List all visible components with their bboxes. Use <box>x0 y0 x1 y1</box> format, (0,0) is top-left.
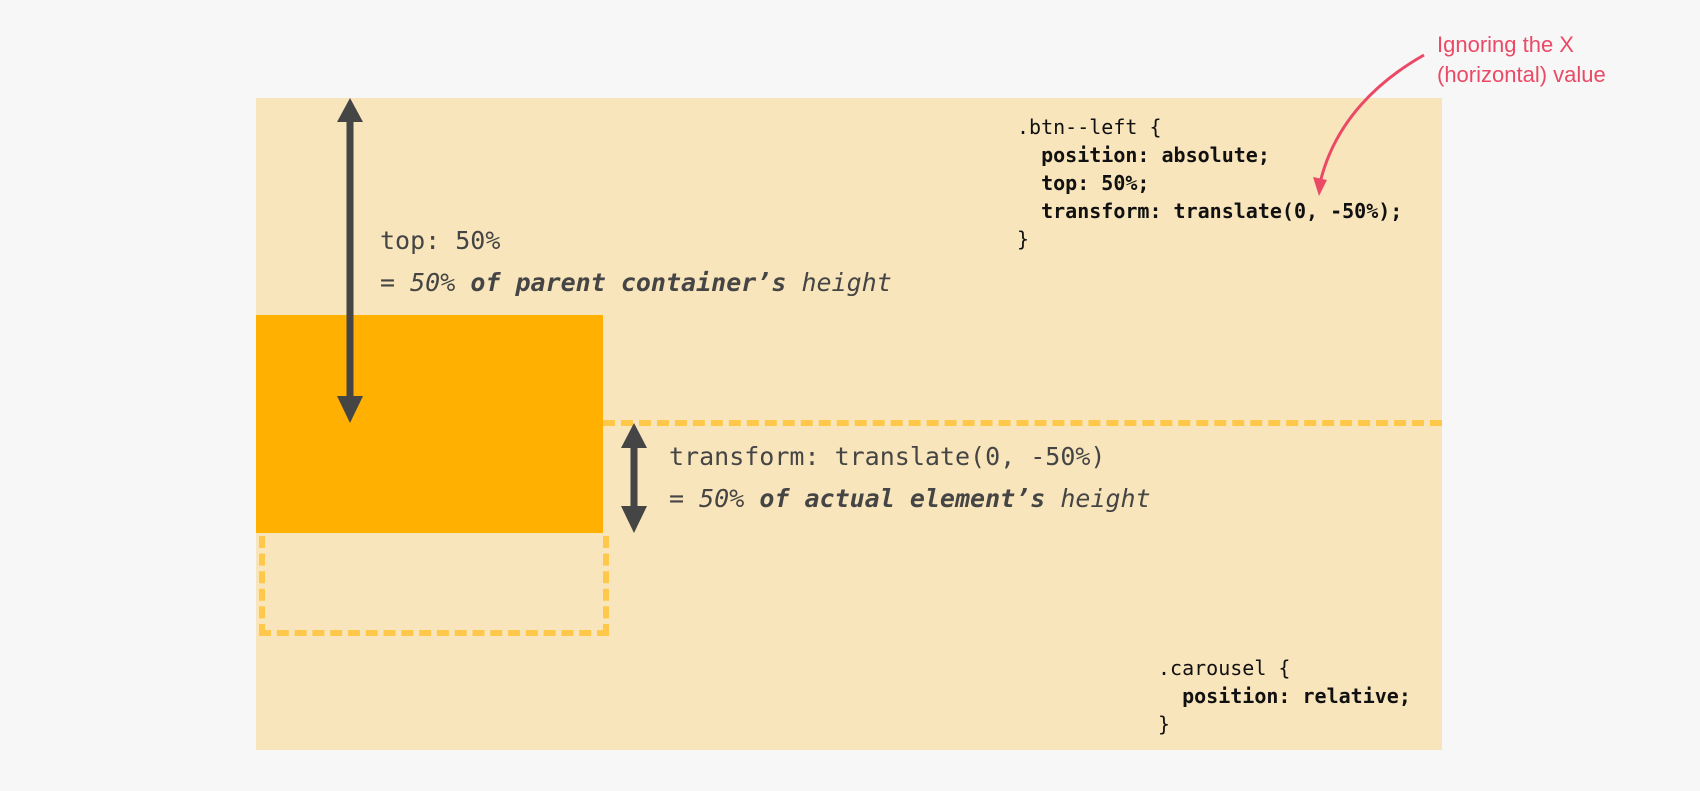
btn-code-transform: transform: translate(0, -50%); <box>1017 199 1403 223</box>
transform-label-line1: transform: translate(0, -50%) <box>669 442 1106 471</box>
note-arrow <box>1313 53 1425 196</box>
top-label-line2: = 50% of parent container’s height <box>380 268 892 297</box>
carousel-code-position: position: relative; <box>1158 684 1411 708</box>
carousel-code: .carousel { position: relative;} <box>1158 654 1411 738</box>
carousel-code-close: } <box>1158 712 1171 736</box>
annotation-note: Ignoring the X (horizontal) value <box>1437 30 1606 90</box>
button-element <box>256 315 603 533</box>
btn-code-close: } <box>1017 227 1030 251</box>
note-line2: (horizontal) value <box>1437 62 1606 87</box>
btn-code-position: position: absolute; <box>1017 143 1270 167</box>
original-position-outline <box>259 536 609 636</box>
transform-arrow <box>621 423 647 533</box>
note-line1: Ignoring the X <box>1437 32 1574 57</box>
top-arrow <box>337 98 363 423</box>
carousel-code-selector: .carousel { <box>1158 656 1291 680</box>
center-line <box>603 420 1442 426</box>
btn-code-selector: .btn--left { <box>1017 115 1162 139</box>
transform-label-line2: = 50% of actual element’s height <box>669 484 1151 513</box>
btn-code-top: top: 50%; <box>1017 171 1150 195</box>
top-label-line1: top: 50% <box>380 226 501 255</box>
btn-left-code: .btn--left { position: absolute; top: 50… <box>1017 113 1402 253</box>
